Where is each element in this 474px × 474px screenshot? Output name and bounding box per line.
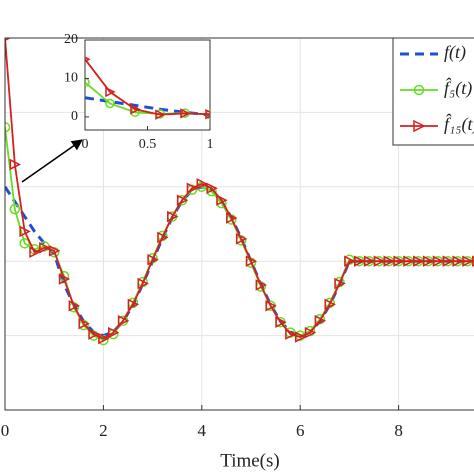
zoom-arrow [21, 139, 83, 183]
marker [304, 326, 317, 339]
inset-y-tick-label: 20 [64, 32, 78, 47]
marker [105, 86, 116, 98]
marker [19, 225, 31, 238]
inset-y-tick-label: 0 [71, 109, 78, 124]
marker [324, 298, 336, 311]
marker [344, 255, 356, 267]
marker [353, 255, 366, 267]
marker [107, 326, 120, 339]
marker [265, 300, 277, 312]
legend-marker [413, 84, 425, 96]
x-tick-label: 8 [394, 421, 403, 440]
marker [216, 194, 228, 206]
marker [68, 300, 81, 312]
legend-marker [413, 119, 426, 133]
marker [48, 245, 61, 257]
marker [9, 158, 22, 171]
marker [196, 178, 208, 190]
x-tick-label: 2 [99, 421, 108, 440]
marker [294, 331, 307, 343]
marker [226, 212, 238, 224]
x-ticks: 0246810 [1, 405, 403, 440]
marker [78, 317, 90, 330]
marker [29, 246, 41, 258]
marker [105, 98, 115, 109]
marker [432, 255, 445, 267]
marker [413, 255, 425, 267]
marker [422, 255, 435, 267]
marker [373, 255, 386, 267]
inset-x-tick-label: 0.5 [139, 137, 157, 152]
marker [245, 255, 258, 267]
marker [157, 231, 169, 244]
marker [314, 315, 327, 327]
x-tick-label: 6 [296, 421, 305, 440]
marker [117, 315, 130, 327]
axes-frame [4, 37, 474, 411]
legend-label: f(t) [444, 42, 466, 63]
marker [147, 253, 159, 266]
marker [58, 273, 71, 285]
marker [98, 332, 110, 345]
marker [137, 277, 149, 290]
marker [130, 104, 141, 115]
marker [5, 122, 11, 133]
inset-x-tick-label: 0 [82, 137, 89, 152]
x-tick-label: 0 [1, 421, 10, 440]
marker [235, 233, 248, 245]
marker [127, 298, 140, 311]
marker [19, 238, 30, 249]
marker [442, 255, 454, 267]
marker [403, 255, 415, 267]
marker [393, 255, 405, 267]
inset-y-tick-label: 10 [64, 71, 78, 86]
marker [383, 255, 395, 267]
marker [462, 255, 474, 267]
marker [176, 194, 189, 206]
marker [155, 109, 166, 120]
legend-label: f̂₅(t) [444, 77, 472, 99]
inset-x-tick-label: 1 [207, 137, 214, 152]
marker [275, 316, 287, 328]
series-line [5, 38, 474, 340]
marker [472, 255, 474, 267]
legend: f(t) f̂₅(t) f̂₁₅(t) [400, 42, 474, 135]
legend-label: f̂₁₅(t) [444, 113, 474, 135]
x-tick-label: 4 [198, 421, 207, 440]
marker [363, 255, 376, 267]
plot-area [5, 38, 474, 346]
marker [334, 277, 346, 290]
marker [452, 255, 464, 267]
x-axis-label: Time(s) [220, 450, 279, 471]
legend-box [392, 37, 474, 146]
marker [186, 182, 199, 195]
marker [205, 109, 210, 120]
marker [39, 242, 51, 254]
inset-plot [85, 56, 210, 120]
marker [9, 203, 21, 215]
marker [88, 328, 100, 340]
marker [206, 182, 218, 195]
marker [255, 279, 268, 291]
marker [180, 108, 191, 119]
marker [167, 210, 179, 223]
marker [85, 77, 90, 88]
marker [285, 328, 297, 340]
